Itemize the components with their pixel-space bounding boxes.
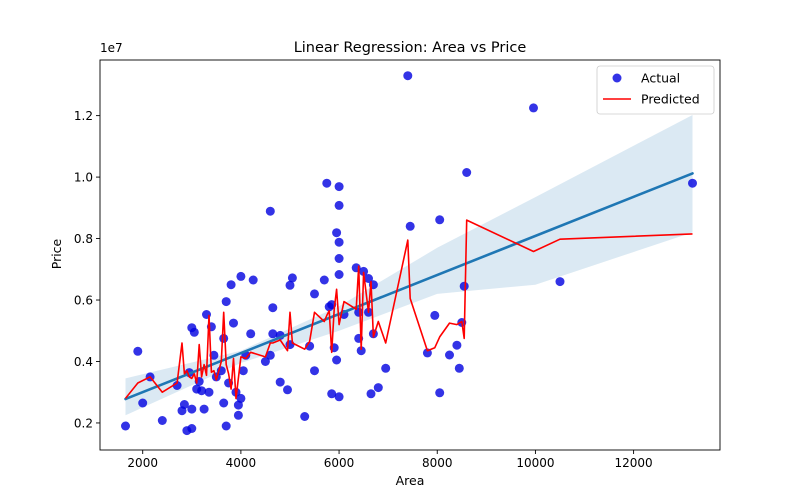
x-axis-label: Area: [396, 473, 425, 488]
actual-point: [327, 389, 337, 399]
plot-area: [121, 71, 697, 436]
actual-point: [260, 357, 270, 366]
legend-actual-marker: [612, 73, 622, 83]
actual-point: [219, 398, 229, 408]
x-tick-label: 4000: [226, 456, 257, 470]
y-offset-label: 1e7: [100, 41, 123, 55]
actual-point: [332, 228, 342, 238]
actual-point: [246, 329, 256, 339]
actual-point: [197, 386, 207, 396]
actual-point: [364, 274, 373, 283]
y-axis-label: Price: [49, 238, 64, 269]
actual-point: [430, 310, 440, 320]
actual-point: [300, 412, 310, 421]
actual-point: [121, 421, 130, 431]
actual-point: [268, 303, 278, 313]
actual-point: [319, 275, 329, 285]
actual-point: [322, 178, 332, 188]
chart-title: Linear Regression: Area vs Price: [294, 40, 527, 56]
actual-point: [310, 289, 319, 299]
actual-point: [265, 206, 275, 216]
x-tick-label: 12000: [615, 456, 653, 470]
y-tick-label: 0.6: [74, 293, 93, 307]
actual-point: [334, 237, 344, 247]
actual-point: [310, 366, 319, 376]
legend-predicted-label: Predicted: [641, 92, 700, 107]
actual-point: [204, 387, 214, 397]
actual-point: [285, 280, 295, 290]
y-tick-label: 0.2: [74, 416, 93, 430]
actual-point: [334, 182, 344, 192]
legend-actual-label: Actual: [641, 71, 680, 86]
actual-point: [236, 271, 246, 281]
actual-point: [219, 333, 229, 343]
actual-point: [187, 404, 197, 414]
actual-point: [209, 350, 219, 360]
x-tick-label: 2000: [127, 456, 158, 470]
actual-point: [138, 398, 148, 408]
x-tick-label: 6000: [324, 456, 355, 470]
actual-point: [285, 340, 295, 350]
predicted-line: [124, 219, 693, 400]
actual-point: [172, 381, 182, 390]
actual-point: [133, 346, 143, 356]
actual-point: [459, 281, 469, 291]
actual-point: [529, 103, 538, 113]
actual-point: [334, 254, 344, 263]
actual-point: [332, 355, 342, 365]
y-tick-label: 1.2: [74, 109, 93, 123]
actual-point: [445, 350, 454, 360]
actual-point: [157, 416, 167, 425]
actual-point: [229, 318, 238, 328]
actual-point: [233, 410, 243, 420]
y-tick-label: 0.4: [74, 355, 93, 369]
actual-point: [688, 178, 697, 188]
x-tick-label: 10000: [516, 456, 554, 470]
actual-point: [435, 215, 445, 225]
actual-point: [359, 266, 369, 276]
actual-point: [287, 273, 297, 283]
actual-point: [268, 329, 278, 339]
actual-point: [403, 71, 413, 81]
y-tick-label: 0.8: [74, 232, 93, 246]
predicted-line-layer: [124, 219, 693, 400]
actual-point: [462, 168, 472, 177]
actual-point: [366, 389, 376, 399]
actual-point: [334, 200, 344, 210]
x-axis-ticks: 2000 4000 6000 8000 10000 12000: [127, 450, 653, 470]
actual-point: [405, 221, 415, 231]
actual-point: [452, 340, 462, 350]
actual-point: [334, 270, 344, 279]
actual-point: [221, 421, 231, 431]
actual-point: [199, 404, 209, 414]
actual-point: [187, 424, 197, 433]
actual-point: [179, 400, 189, 409]
actual-point: [454, 363, 464, 373]
actual-point: [435, 388, 445, 398]
axes-frame: [99, 59, 721, 451]
x-tick-label: 8000: [422, 456, 453, 470]
y-axis-ticks: 0.2 0.4 0.6 0.8 1.0 1.2: [74, 109, 100, 430]
actual-point: [189, 327, 199, 337]
actual-point: [265, 350, 275, 360]
actual-point: [275, 377, 285, 387]
actual-point: [381, 363, 391, 373]
y-tick-label: 1.0: [74, 170, 93, 184]
actual-point: [334, 392, 344, 402]
actual-point: [226, 280, 236, 290]
actual-point: [283, 385, 292, 395]
legend-box: [596, 65, 715, 115]
actual-point: [238, 366, 248, 376]
actual-point: [356, 346, 366, 356]
actual-point: [373, 383, 383, 393]
actual-point: [248, 275, 258, 285]
actual-point: [221, 297, 231, 307]
actual-point: [555, 277, 565, 287]
actual-point: [236, 393, 246, 403]
legend: Actual Predicted: [596, 65, 715, 115]
